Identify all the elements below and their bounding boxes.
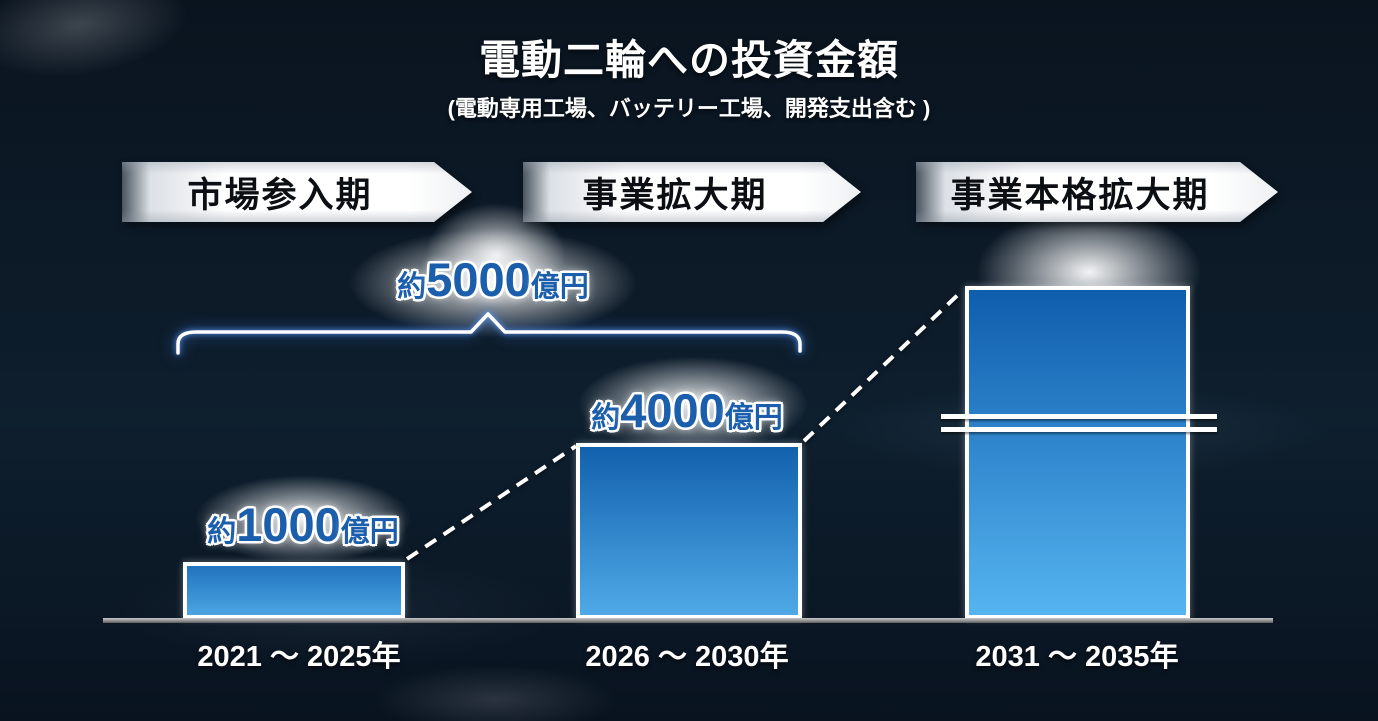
phase-label: 市場参入期 — [187, 175, 373, 215]
amount-value: 5000 — [426, 253, 531, 306]
amount-unit: 億円 — [530, 271, 589, 303]
bar1-amount-label: 約1000億円 — [207, 501, 399, 548]
amount-unit: 億円 — [340, 516, 399, 548]
phase-label: 事業拡大期 — [582, 175, 768, 215]
amount-value: 4000 — [620, 384, 725, 437]
phase-arrow-business-expansion: 事業拡大期 — [523, 162, 861, 222]
amount-value: 1000 — [236, 498, 341, 551]
period-label-3: 2031 ～ 2035年 — [975, 641, 1179, 673]
bar2-amount-label: 約4000億円 — [591, 387, 783, 434]
bracket-amount-label: 約5000億円 — [397, 256, 589, 303]
trend-dashed-line-2 — [802, 288, 965, 443]
page-subtitle: (電動専用工場、バッテリー工場、開発支出含む ) — [447, 96, 931, 121]
phase-arrow-market-entry: 市場参入期 — [122, 162, 472, 222]
axis-break-line-lower — [941, 427, 1217, 432]
bar-2031-2035-truncated — [965, 286, 1190, 619]
trend-dashed-line-1 — [405, 444, 578, 561]
arrow-banner-shape: 事業拡大期 — [523, 162, 861, 222]
bar-2026-2030 — [576, 443, 802, 619]
period-label-2: 2026 ～ 2030年 — [585, 641, 789, 673]
x-axis-baseline — [103, 618, 1273, 623]
amount-unit: 億円 — [724, 402, 783, 434]
amount-prefix: 約 — [591, 402, 621, 434]
amount-prefix: 約 — [207, 516, 237, 548]
axis-break-line-upper — [941, 414, 1217, 419]
bar-2021-2025 — [183, 562, 405, 619]
arrow-banner-shape: 事業本格拡大期 — [916, 162, 1278, 222]
phase-label: 事業本格拡大期 — [950, 175, 1210, 215]
span-bracket — [176, 312, 802, 355]
arrow-banner-shape: 市場参入期 — [122, 162, 472, 222]
phase-arrow-full-expansion: 事業本格拡大期 — [916, 162, 1278, 222]
page-title: 電動二輪への投資金額 — [479, 37, 899, 83]
period-label-1: 2021 ～ 2025年 — [197, 641, 401, 673]
amount-prefix: 約 — [397, 271, 427, 303]
